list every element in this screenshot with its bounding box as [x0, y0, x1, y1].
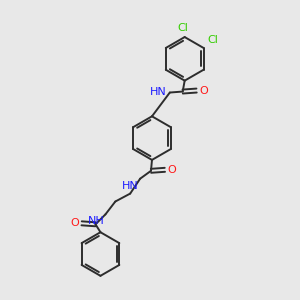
Text: HN: HN [122, 181, 139, 191]
Text: NH: NH [88, 216, 104, 226]
Text: Cl: Cl [177, 23, 188, 33]
Text: O: O [200, 85, 208, 96]
Text: O: O [70, 218, 79, 228]
Text: O: O [168, 165, 177, 175]
Text: HN: HN [150, 86, 167, 97]
Text: Cl: Cl [208, 35, 218, 45]
